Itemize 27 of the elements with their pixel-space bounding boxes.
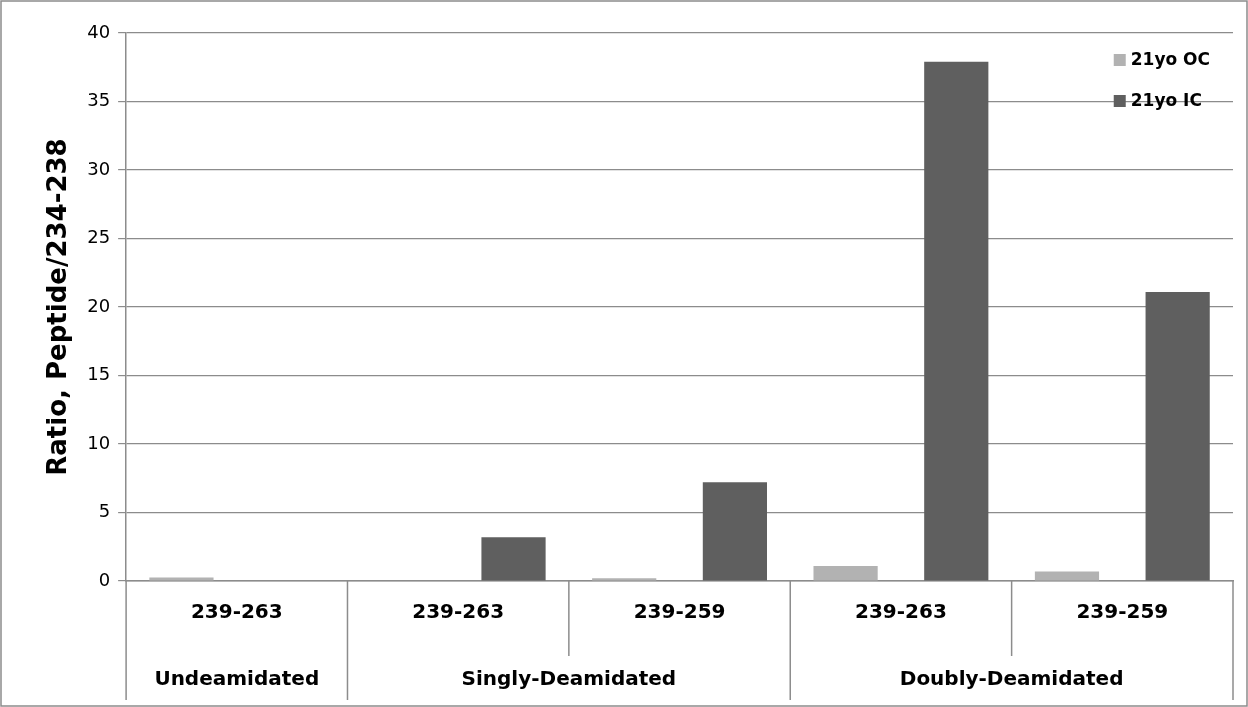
- y-tick-label: 10: [87, 431, 111, 453]
- y-tick-label: 0: [98, 568, 111, 590]
- legend-label: 21yo OC: [1130, 49, 1210, 70]
- y-tick-label: 15: [87, 363, 111, 385]
- text: Undeamidated: [154, 666, 320, 691]
- x-tick-label: 239-259: [633, 599, 726, 624]
- y-tick-label: 40: [87, 20, 111, 42]
- y-tick-label: 35: [87, 89, 111, 111]
- bar: [1145, 291, 1210, 581]
- x-tick-label: 239-263: [412, 599, 505, 624]
- bar: [481, 537, 546, 581]
- y-axis-title: Ratio, Peptide/234-238: [42, 138, 73, 476]
- y-tick-label: 20: [87, 294, 111, 316]
- y-tick-label: 25: [87, 226, 111, 248]
- text: Doubly-Deamidated: [899, 666, 1124, 691]
- x-tick-label: 239-263: [190, 599, 283, 624]
- legend-label: 21yo IC: [1130, 90, 1202, 111]
- bar: [702, 482, 767, 581]
- text: Singly-Deamidated: [461, 666, 677, 691]
- y-tick-label: 30: [87, 157, 111, 179]
- bar: [592, 578, 657, 581]
- bar: [1034, 571, 1100, 581]
- x-tick-label: 239-263: [855, 599, 947, 624]
- bar: [813, 565, 878, 581]
- x-tick-label: 239-259: [1076, 599, 1169, 624]
- y-tick-label: 5: [98, 500, 111, 522]
- bar: [924, 61, 989, 581]
